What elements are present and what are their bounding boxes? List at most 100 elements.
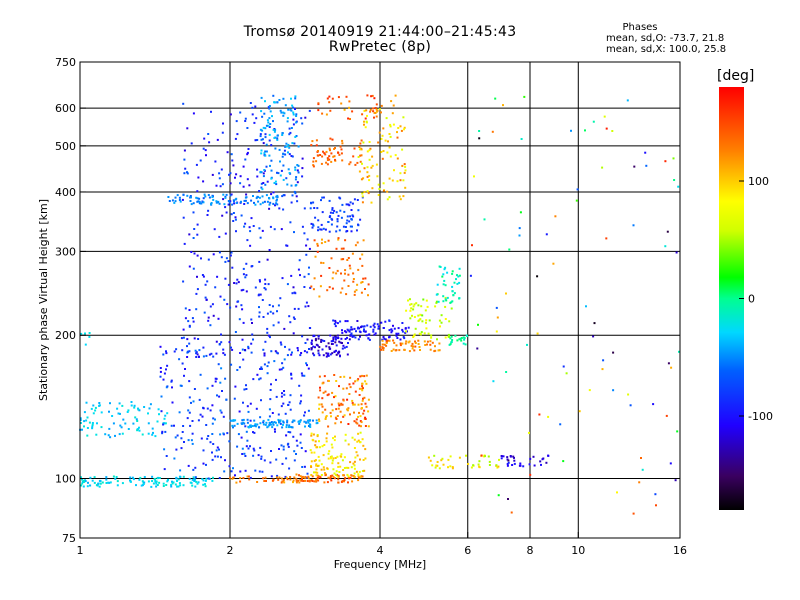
- echo-point: [294, 178, 297, 181]
- echo-point: [354, 456, 357, 459]
- echo-point: [188, 233, 191, 236]
- echo-point: [202, 180, 205, 183]
- echo-point: [430, 336, 433, 339]
- echo-point: [254, 423, 257, 426]
- echo-point: [602, 359, 605, 362]
- echo-point: [328, 95, 331, 98]
- echo-point: [230, 213, 233, 216]
- echo-point: [190, 251, 193, 253]
- echo-point: [436, 461, 439, 463]
- echo-point: [442, 295, 445, 298]
- echo-point: [281, 426, 284, 429]
- echo-point: [249, 476, 252, 479]
- echo-point: [272, 305, 274, 308]
- echo-point: [176, 194, 179, 197]
- echo-point: [330, 340, 333, 343]
- echo-point: [112, 475, 115, 478]
- echo-point: [328, 346, 331, 349]
- echo-point: [256, 168, 259, 171]
- echo-point: [419, 313, 422, 316]
- echo-point: [331, 277, 334, 280]
- echo-point: [178, 199, 181, 201]
- echo-point: [410, 303, 413, 306]
- echo-point: [198, 349, 201, 352]
- echo-point: [182, 193, 185, 196]
- echo-point: [268, 117, 271, 120]
- echo-point: [414, 340, 416, 343]
- echo-point: [458, 267, 461, 270]
- echo-point: [320, 468, 323, 471]
- echo-point: [261, 201, 264, 204]
- echo-point: [159, 367, 162, 369]
- echo-point: [259, 280, 261, 283]
- echo-point: [346, 215, 349, 218]
- echo-point: [286, 421, 289, 424]
- echo-point: [270, 475, 273, 478]
- echo-point: [243, 225, 246, 228]
- echo-point: [429, 459, 432, 462]
- echo-point: [288, 401, 291, 404]
- echo-point: [259, 416, 262, 419]
- phase-stats-o-mode: mean, sd,O: -73.7, 21.8: [606, 33, 725, 44]
- echo-point: [368, 141, 371, 143]
- echo-point: [498, 458, 500, 461]
- colorbar-tick-label: 100: [748, 175, 769, 188]
- echo-point: [245, 262, 248, 265]
- echo-point: [638, 481, 641, 484]
- echo-point: [444, 305, 447, 308]
- echo-point: [360, 475, 363, 478]
- echo-point: [284, 104, 287, 107]
- echo-point: [632, 224, 635, 227]
- echo-point: [215, 184, 218, 187]
- echo-point: [259, 203, 262, 206]
- echo-point: [230, 363, 233, 366]
- echo-point: [83, 411, 86, 414]
- echo-point: [359, 160, 362, 163]
- echo-point: [196, 223, 199, 226]
- echo-point: [184, 167, 187, 170]
- echo-point: [333, 439, 336, 442]
- echo-point: [273, 182, 276, 184]
- echo-point: [358, 394, 361, 396]
- echo-point: [265, 143, 268, 146]
- echo-point: [335, 380, 338, 382]
- echo-point: [338, 153, 341, 156]
- echo-point: [337, 237, 340, 240]
- echo-point: [303, 275, 306, 278]
- echo-point: [264, 100, 266, 103]
- echo-point: [229, 306, 232, 309]
- echo-point: [197, 338, 200, 340]
- echo-point: [500, 455, 503, 457]
- echo-point: [240, 304, 243, 307]
- echo-point: [188, 396, 191, 399]
- echo-point: [448, 320, 451, 323]
- echo-point: [438, 467, 441, 470]
- echo-point: [290, 97, 292, 100]
- echo-point: [339, 291, 342, 294]
- echo-point: [116, 407, 119, 410]
- echo-point: [601, 166, 604, 169]
- echo-point: [289, 478, 292, 481]
- echo-point: [371, 187, 374, 190]
- echo-point: [381, 134, 384, 137]
- echo-point: [360, 291, 363, 294]
- echo-point: [488, 460, 491, 463]
- echo-point: [293, 231, 295, 234]
- echo-point: [356, 161, 359, 164]
- echo-point: [200, 257, 202, 260]
- echo-point: [162, 378, 165, 381]
- echo-point: [260, 96, 263, 99]
- echo-point: [242, 421, 245, 424]
- echo-point: [195, 352, 198, 355]
- echo-point: [369, 147, 372, 150]
- echo-point: [304, 116, 307, 119]
- echo-point: [444, 318, 447, 320]
- echo-point: [271, 115, 273, 118]
- echo-point: [331, 343, 334, 345]
- colorbar-tick-label: -100: [748, 410, 773, 423]
- echo-point: [442, 273, 445, 276]
- echo-point: [258, 306, 260, 309]
- echo-point: [314, 216, 317, 219]
- echo-point: [259, 422, 262, 425]
- echo-point: [242, 185, 245, 188]
